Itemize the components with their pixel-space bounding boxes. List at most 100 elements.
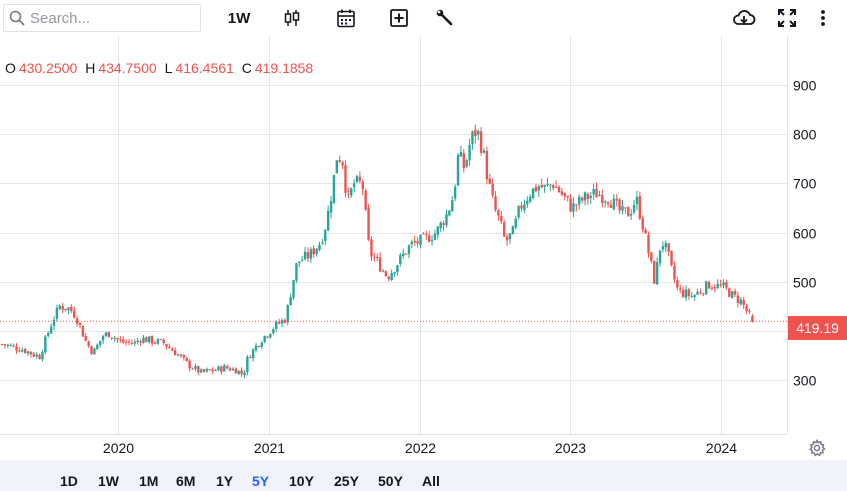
candle-body [52, 319, 56, 327]
candle-body [174, 350, 177, 356]
candle-body [93, 348, 96, 355]
candle-body [523, 204, 526, 211]
candle-body [90, 346, 93, 354]
candle-body [98, 340, 102, 345]
fullscreen-button[interactable] [776, 6, 798, 30]
candle-body [211, 369, 214, 372]
close-value: 419.1858 [254, 60, 314, 76]
candle-body [404, 253, 408, 255]
candle-body [728, 288, 731, 297]
candle-body [321, 242, 324, 244]
chart-type-button[interactable] [281, 6, 303, 30]
add-indicator-icon [390, 9, 408, 27]
candle-body [673, 265, 676, 280]
candle-body [399, 255, 402, 264]
open-label: O [5, 60, 16, 76]
candle-body [289, 297, 292, 306]
candle-body [502, 222, 506, 237]
search-input[interactable] [30, 8, 195, 28]
candle-body [632, 204, 636, 213]
candle-body [491, 183, 494, 196]
wrench-icon [436, 9, 453, 26]
candle-body [445, 214, 448, 226]
candle-body [552, 185, 555, 189]
candle-body [335, 160, 339, 174]
candle-body [603, 201, 607, 203]
candle-body [569, 198, 572, 212]
candle-body [681, 289, 685, 297]
candle-body [448, 210, 451, 216]
candle-body [615, 198, 618, 201]
candle-body [332, 175, 336, 203]
close-label: C [241, 60, 252, 76]
candle-body [243, 372, 246, 375]
candle-body [136, 340, 139, 342]
y-tick-label: 600 [793, 226, 817, 242]
candle-body [468, 144, 471, 161]
candle-body [96, 344, 99, 350]
candle-body [690, 296, 693, 298]
candle-body [425, 234, 428, 236]
range-button-25y[interactable]: 25Y [334, 473, 359, 489]
candle-body [396, 265, 399, 273]
candle-body [621, 205, 624, 211]
candle-body [101, 336, 105, 341]
candle-body [58, 305, 61, 309]
top-toolbar: 1W [0, 0, 847, 36]
interval-button[interactable]: 1W [222, 6, 256, 30]
range-button-6m[interactable]: 6M [176, 473, 196, 489]
candle-body [266, 336, 269, 338]
candle-body [416, 241, 419, 244]
more-menu-button[interactable] [815, 6, 831, 30]
candle-body [618, 199, 621, 211]
candle-body [459, 152, 463, 157]
candle-body [283, 320, 287, 323]
candle-body [730, 291, 734, 298]
range-button-1d[interactable]: 1D [60, 473, 78, 489]
candle-body [26, 351, 30, 354]
candle-body [578, 196, 581, 205]
candle-body [413, 240, 416, 243]
download-button[interactable] [731, 6, 757, 30]
candle-body [488, 178, 491, 184]
candlestick-chart[interactable]: 300400500600700800900 202020212022202320… [0, 36, 847, 460]
candle-body [41, 352, 44, 360]
candle-body [693, 295, 696, 298]
candle-body [612, 198, 616, 210]
candle-body [745, 305, 748, 311]
range-button-1w[interactable]: 1W [98, 473, 119, 489]
candle-body [638, 196, 642, 219]
candle-body [214, 370, 217, 372]
candle-body [658, 250, 662, 264]
candle-body [696, 291, 699, 295]
candle-body [165, 344, 168, 347]
candle-body [739, 299, 743, 305]
candle-body [234, 368, 238, 374]
candle-body [650, 252, 653, 262]
range-button-1y[interactable]: 1Y [216, 473, 234, 489]
settings-tool-button[interactable] [434, 6, 456, 30]
range-button-5y[interactable]: 5Y [252, 473, 270, 489]
candle-body [104, 332, 108, 336]
candle-body [197, 366, 200, 373]
range-button-50y[interactable]: 50Y [378, 473, 403, 489]
candle-body [199, 369, 203, 373]
candle-body [528, 196, 532, 202]
candle-body [537, 186, 541, 191]
range-button-all[interactable]: All [422, 473, 440, 489]
candle-body [699, 292, 702, 294]
add-indicator-button[interactable] [388, 6, 410, 30]
candle-body [292, 280, 295, 298]
candle-body [81, 325, 85, 337]
symbol-search[interactable] [3, 4, 201, 32]
candle-body [208, 369, 212, 371]
candle-body [344, 165, 347, 193]
candle-body [373, 257, 376, 259]
gear-icon[interactable] [808, 439, 826, 457]
date-range-button[interactable] [335, 6, 357, 30]
range-button-10y[interactable]: 10Y [289, 473, 314, 489]
candle-body [286, 305, 289, 323]
candle-body [595, 189, 598, 198]
range-button-1m[interactable]: 1M [139, 473, 159, 489]
candle-body [341, 161, 344, 166]
